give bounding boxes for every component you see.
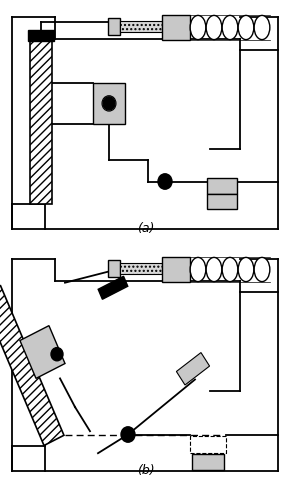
Bar: [30, 41, 52, 203]
Bar: [120, 21, 162, 32]
Circle shape: [158, 174, 172, 189]
Bar: [162, 15, 190, 40]
Ellipse shape: [254, 15, 270, 40]
Ellipse shape: [238, 15, 254, 40]
Bar: [120, 263, 162, 274]
Ellipse shape: [222, 15, 238, 40]
Bar: [93, 82, 125, 124]
Circle shape: [121, 427, 135, 442]
Bar: [192, 454, 224, 469]
Text: (a): (a): [137, 223, 155, 235]
Bar: [98, 276, 128, 299]
Ellipse shape: [190, 257, 206, 282]
Ellipse shape: [222, 257, 238, 282]
Text: (b): (b): [137, 465, 155, 477]
Bar: [176, 352, 209, 385]
Ellipse shape: [238, 257, 254, 282]
Bar: [162, 257, 190, 282]
Bar: [207, 194, 237, 209]
Circle shape: [51, 348, 63, 361]
Ellipse shape: [190, 15, 206, 40]
Bar: [0, 286, 64, 445]
Bar: [108, 17, 120, 35]
Ellipse shape: [206, 257, 222, 282]
Bar: [108, 259, 120, 277]
Bar: [20, 326, 65, 378]
Ellipse shape: [254, 257, 270, 282]
Bar: [207, 178, 237, 194]
Bar: [190, 436, 226, 453]
Bar: [28, 30, 54, 41]
Ellipse shape: [206, 15, 222, 40]
Circle shape: [103, 97, 115, 110]
